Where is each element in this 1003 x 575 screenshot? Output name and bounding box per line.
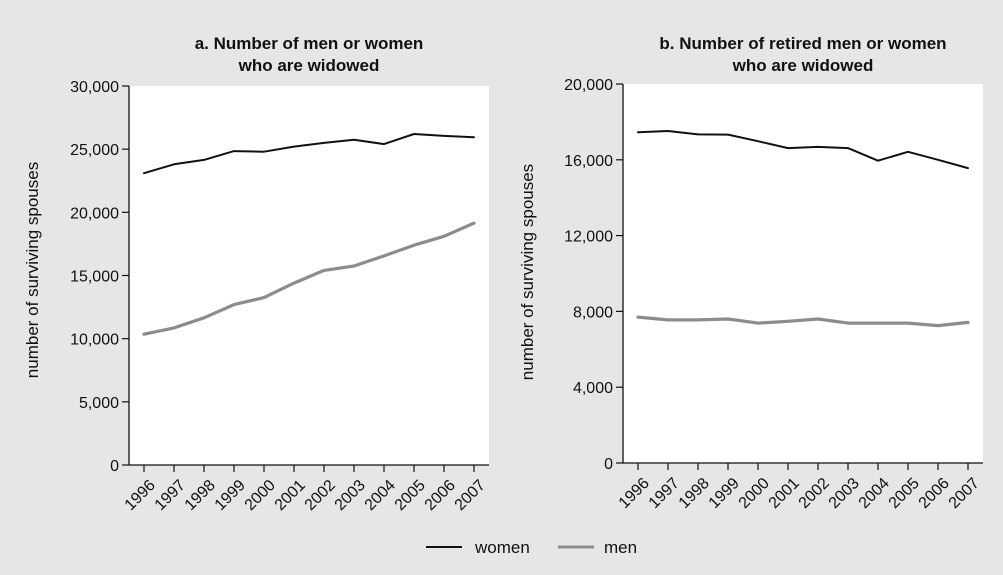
y-tick-label-a-0: 0 — [110, 458, 119, 475]
y-tick-label-a-4: 20,000 — [70, 205, 119, 222]
x-tick-label-a-4: 2000 — [242, 477, 279, 514]
x-tick-label-a-1: 1997 — [152, 477, 189, 514]
y-tick-label-b-5: 20,000 — [564, 77, 613, 94]
x-tick-label-b-1: 1997 — [646, 475, 683, 512]
x-tick-label-a-11: 2007 — [452, 477, 489, 514]
x-tick-label-a-6: 2002 — [302, 477, 339, 514]
x-tick-label-b-7: 2003 — [826, 475, 863, 512]
x-tick-label-a-3: 1999 — [212, 477, 249, 514]
x-tick-label-a-9: 2005 — [392, 477, 429, 514]
x-tick-label-a-10: 2006 — [422, 477, 459, 514]
x-tick-label-b-4: 2000 — [736, 475, 773, 512]
x-tick-label-a-8: 2004 — [362, 477, 399, 514]
y-tick-label-a-2: 10,000 — [70, 332, 119, 349]
chart-title-a-line-2: who are widowed — [238, 56, 380, 75]
y-tick-label-a-1: 5,000 — [79, 395, 119, 412]
y-tick-label-a-6: 30,000 — [70, 79, 119, 96]
y-tick-label-b-1: 4,000 — [573, 380, 613, 397]
y-tick-label-b-3: 12,000 — [564, 229, 613, 246]
legend-men-label: men — [604, 538, 637, 557]
chart-title-a-line-1: a. Number of men or women — [195, 34, 424, 53]
x-tick-label-b-6: 2002 — [796, 475, 833, 512]
chart-title-b-line-2: who are widowed — [732, 56, 874, 75]
x-tick-label-a-2: 1998 — [182, 477, 219, 514]
x-tick-label-b-0: 1996 — [616, 475, 653, 512]
x-tick-label-b-3: 1999 — [706, 475, 743, 512]
plot-area-b — [623, 84, 983, 463]
series-line-b-women — [637, 130, 969, 170]
x-tick-label-b-11: 2007 — [946, 475, 983, 512]
x-tick-label-b-2: 1998 — [676, 475, 713, 512]
y-tick-label-b-4: 16,000 — [564, 153, 613, 170]
chart-title-b-line-1: b. Number of retired men or women — [659, 34, 946, 53]
series-line-a-men — [142, 221, 476, 336]
y-tick-label-a-3: 15,000 — [70, 269, 119, 286]
chart-panel-b: b. Number of retired men or women who are… — [518, 34, 983, 512]
y-tick-label-a-5: 25,000 — [70, 142, 119, 159]
x-tick-label-a-0: 1996 — [122, 477, 159, 514]
series-line-a-women — [143, 133, 475, 175]
x-tick-label-b-8: 2004 — [856, 475, 893, 512]
y-tick-label-b-2: 8,000 — [573, 304, 613, 321]
legend-women-label: women — [474, 538, 530, 557]
x-tick-label-a-5: 2001 — [272, 477, 309, 514]
x-tick-label-b-10: 2006 — [916, 475, 953, 512]
x-tick-label-b-9: 2005 — [886, 475, 923, 512]
y-axis-label-a: number of surviving spouses — [23, 162, 42, 378]
legend: women men — [426, 538, 637, 557]
x-tick-label-b-5: 2001 — [766, 475, 803, 512]
y-axis-label-b: number of surviving spouses — [518, 164, 537, 380]
chart-panel-a: a. Number of men or women who are widowed… — [23, 34, 489, 514]
y-tick-label-b-0: 0 — [604, 456, 613, 473]
series-line-b-men — [636, 315, 970, 328]
x-tick-label-a-7: 2003 — [332, 477, 369, 514]
